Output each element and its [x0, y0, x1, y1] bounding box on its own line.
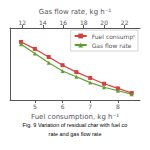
- svg-text:Gas flow rate: Gas flow rate: [92, 42, 132, 49]
- svg-text:16: 16: [59, 19, 67, 26]
- svg-text:Fuel consumpᵗ: Fuel consumpᵗ: [92, 33, 136, 41]
- svg-text:18: 18: [80, 19, 88, 26]
- svg-text:14: 14: [39, 19, 47, 26]
- svg-text:rate and gas flow rate: rate and gas flow rate: [49, 131, 102, 137]
- svg-text:Fuel consumption, kg h⁻¹: Fuel consumption, kg h⁻¹: [31, 113, 119, 121]
- svg-text:20: 20: [100, 19, 108, 26]
- svg-text:22: 22: [121, 19, 129, 26]
- svg-text:5: 5: [33, 103, 37, 110]
- svg-text:Fig. 9 Variation of residual c: Fig. 9 Variation of residual char with f…: [23, 122, 128, 128]
- svg-text:6: 6: [61, 103, 65, 110]
- svg-text:Gas flow rate, kg h⁻¹: Gas flow rate, kg h⁻¹: [39, 8, 112, 16]
- svg-text:12: 12: [18, 19, 26, 26]
- svg-text:7: 7: [88, 103, 92, 110]
- svg-text:8: 8: [116, 103, 120, 110]
